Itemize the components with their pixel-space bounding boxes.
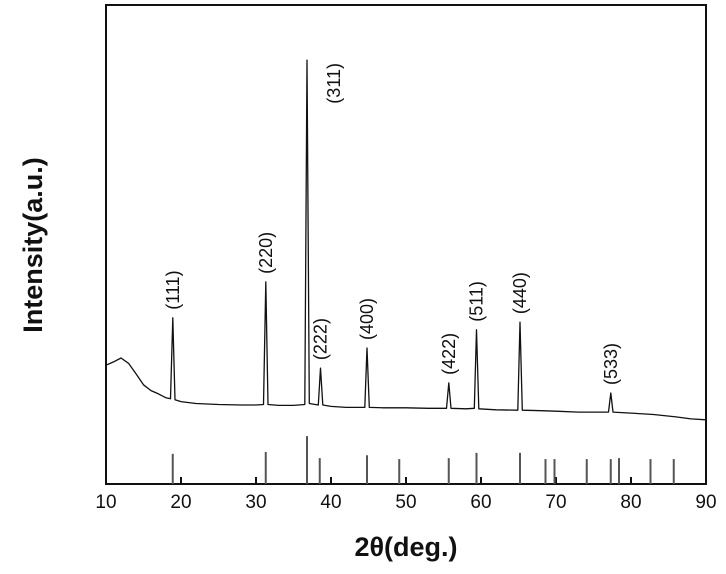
- peak-label: (111): [163, 270, 183, 309]
- chart: 2θ(deg.) Intensity(a.u.) 10 20 30 40 50 60 70 8…: [0, 0, 726, 574]
- peak-label: (311): [324, 63, 344, 104]
- peak-label: (511): [467, 281, 487, 322]
- peak-label: (220): [256, 232, 276, 274]
- peak-label: (400): [357, 298, 377, 340]
- x-tick-label: 50: [395, 492, 416, 513]
- x-tick-label: 20: [170, 492, 191, 513]
- peak-label: (422): [439, 333, 459, 375]
- x-tick-label: 30: [245, 492, 266, 513]
- x-tick-label: 60: [470, 492, 491, 513]
- x-tick-label: 10: [95, 492, 116, 513]
- x-tick-label: 80: [620, 492, 641, 513]
- x-tick-label: 90: [695, 492, 716, 513]
- peak-label: (222): [311, 318, 331, 360]
- x-tick-label: 70: [545, 492, 566, 513]
- x-axis-title: 2θ(deg.): [354, 532, 457, 562]
- peak-label: (440): [510, 272, 530, 314]
- y-axis-title: Intensity(a.u.): [18, 157, 48, 333]
- peak-label: (533): [601, 343, 621, 385]
- x-tick-label: 40: [320, 492, 341, 513]
